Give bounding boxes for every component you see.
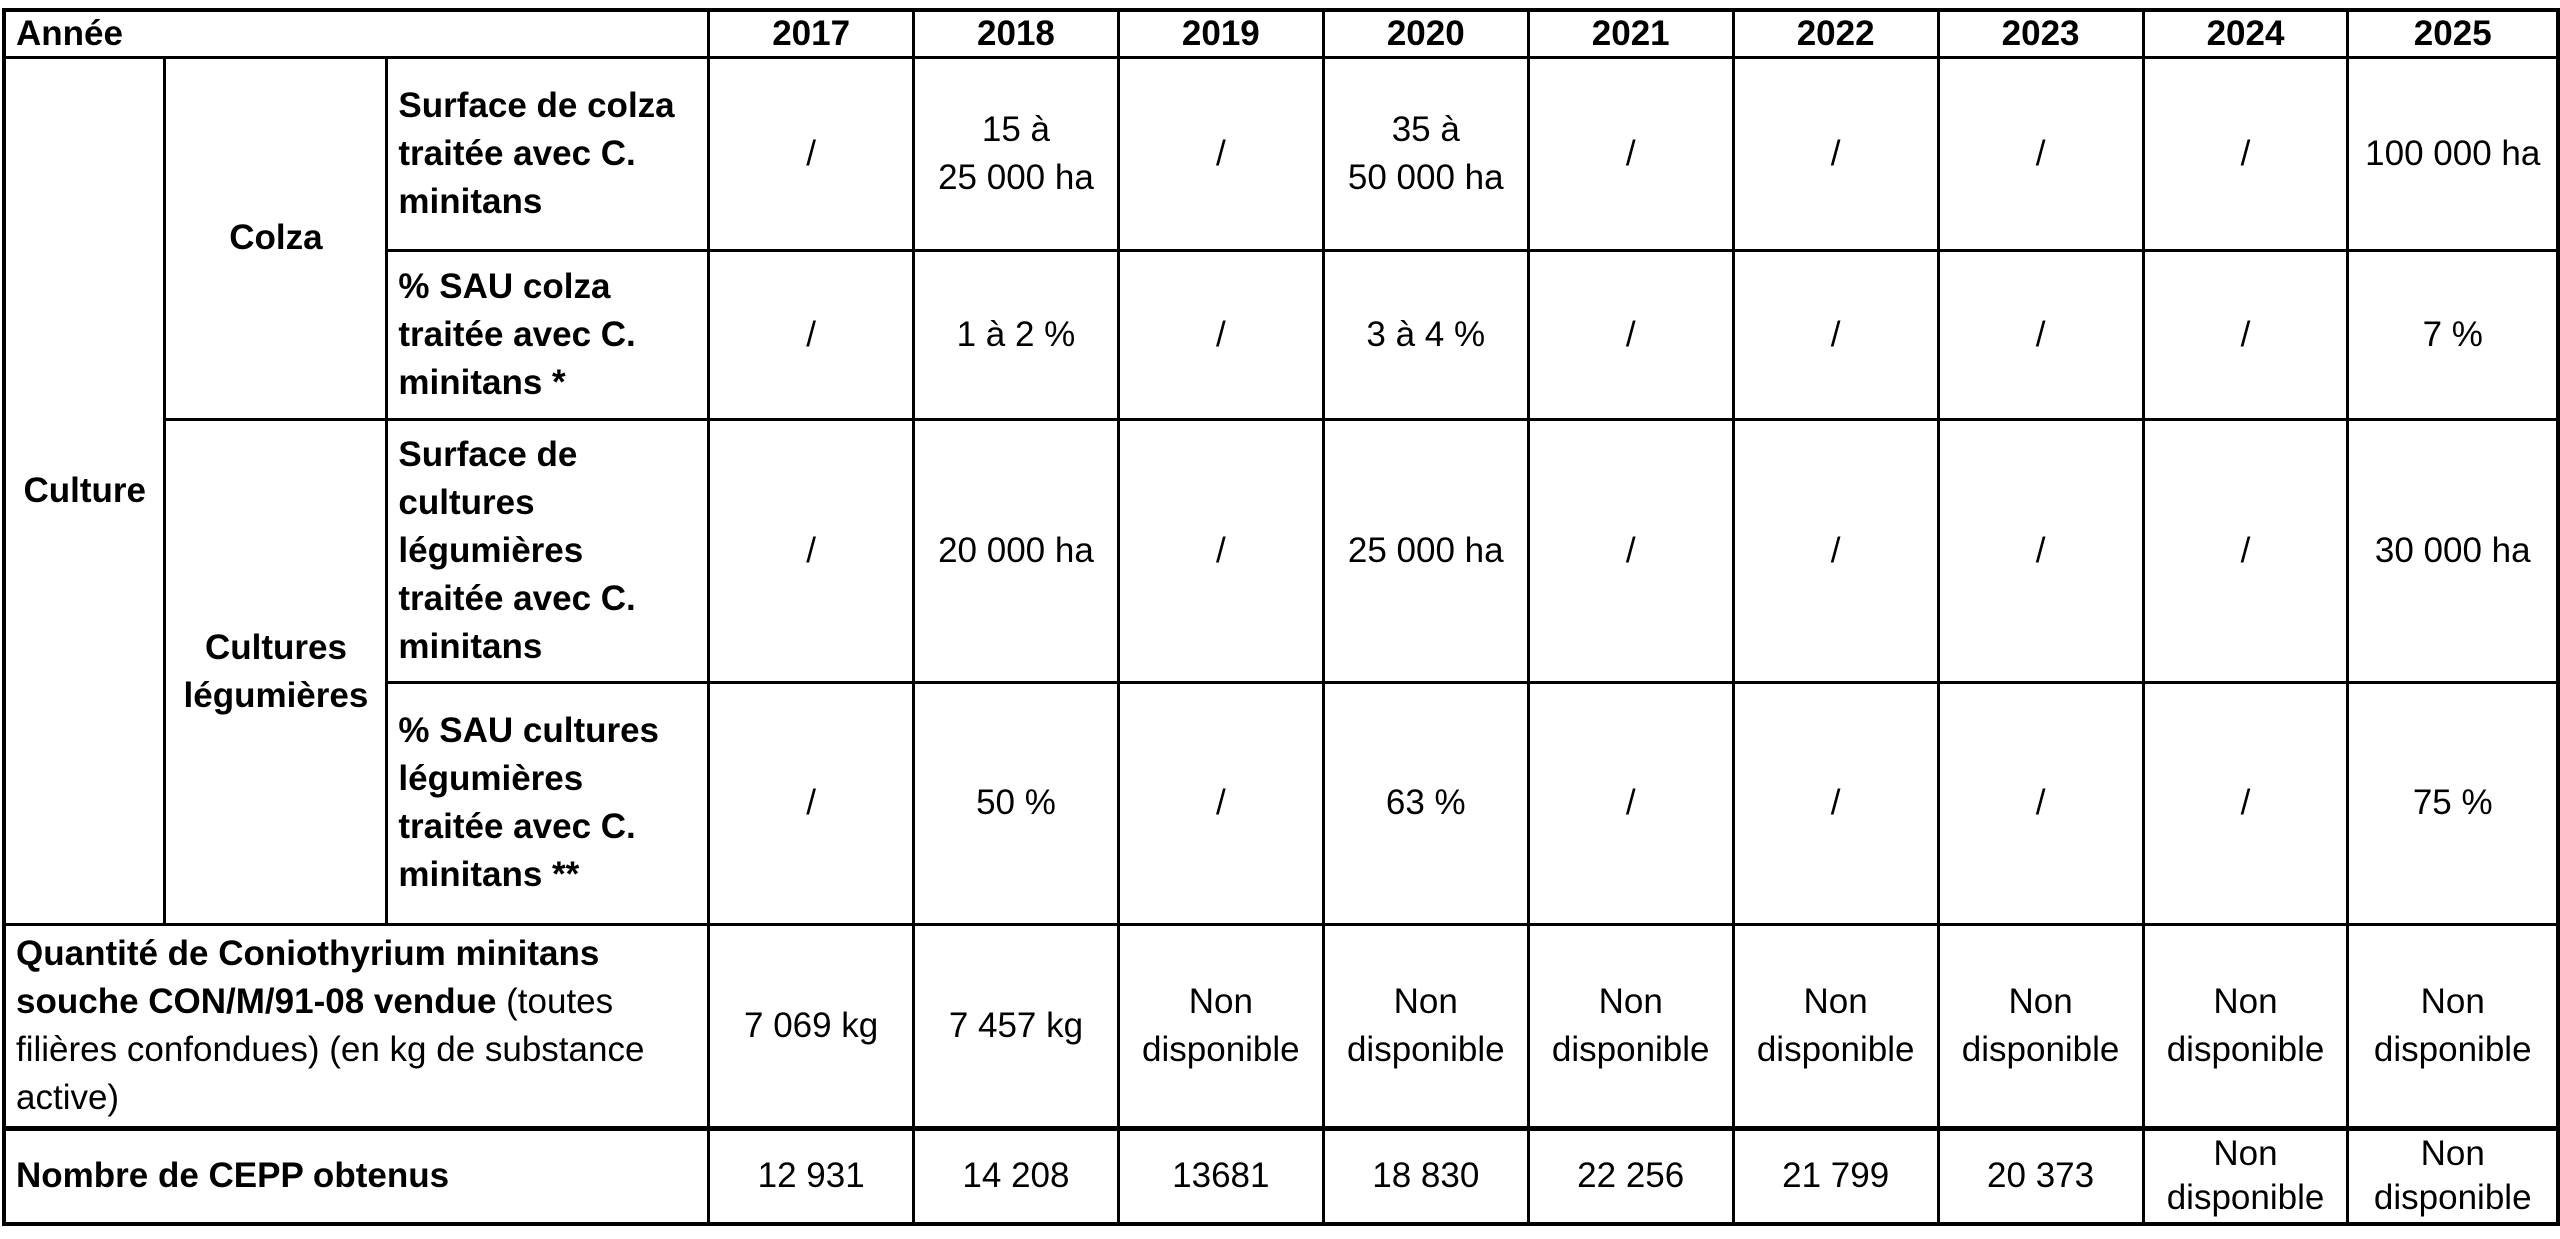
surface-legumieres-2025: 30 000 ha — [2346, 417, 2560, 684]
year-header-2020: 2020 — [1321, 8, 1530, 59]
year-header-2023: 2023 — [1936, 8, 2145, 59]
sau-colza-2017: / — [707, 248, 916, 421]
quantite-2017: 7 069 kg — [707, 922, 916, 1130]
cepp-2018: 14 208 — [912, 1125, 1120, 1226]
cepp-2020: 18 830 — [1321, 1125, 1530, 1226]
quantite-2024: Non disponible — [2141, 922, 2350, 1130]
surface-legumieres-label: Surface de cultures légumières traitée a… — [385, 417, 711, 684]
cepp-2021: 22 256 — [1526, 1125, 1735, 1226]
year-header-2024: 2024 — [2141, 8, 2350, 59]
sau-colza-2025: 7 % — [2346, 248, 2560, 421]
sau-colza-label: % SAU colza traitée avec C. minitans * — [385, 248, 711, 421]
surface-legumieres-2022: / — [1731, 417, 1940, 684]
sau-colza-2022: / — [1731, 248, 1940, 421]
cepp-2025: Non disponible — [2346, 1125, 2560, 1226]
surface-legumieres-2017: / — [707, 417, 916, 684]
cepp-2017: 12 931 — [707, 1125, 916, 1226]
sau-legumieres-2018: 50 % — [912, 680, 1120, 926]
sau-colza-2018: 1 à 2 % — [912, 248, 1120, 421]
sau-legumieres-2022: / — [1731, 680, 1940, 926]
culture-group-label: Culture — [2, 55, 167, 926]
sau-legumieres-2025: 75 % — [2346, 680, 2560, 926]
year-header-2025: 2025 — [2346, 8, 2560, 59]
year-header-row: Année 2017 2018 2019 2020 2021 2022 2023… — [2, 8, 2560, 59]
surface-legumieres-2020: 25 000 ha — [1321, 417, 1530, 684]
sau-colza-2021: / — [1526, 248, 1735, 421]
year-header-2022: 2022 — [1731, 8, 1940, 59]
quantite-2021: Non disponible — [1526, 922, 1735, 1130]
surface-colza-label: Surface de colza traitée avec C. minitan… — [385, 55, 711, 252]
sau-legumieres-2023: / — [1936, 680, 2145, 926]
cepp-2023: 20 373 — [1936, 1125, 2145, 1226]
row-cepp-obtenus: Nombre de CEPP obtenus 12 931 14 208 136… — [2, 1125, 2560, 1226]
year-header-2018: 2018 — [912, 8, 1120, 59]
row-sau-colza: % SAU colza traitée avec C. minitans * /… — [4, 248, 2560, 421]
surface-colza-2023: / — [1936, 55, 2145, 252]
surface-legumieres-2024: / — [2141, 417, 2350, 684]
cepp-obtenus-label: Nombre de CEPP obtenus — [2, 1125, 711, 1226]
surface-colza-2021: / — [1526, 55, 1735, 252]
quantite-2025: Non disponible — [2346, 922, 2560, 1130]
quantite-2020: Non disponible — [1321, 922, 1530, 1130]
sau-legumieres-2024: / — [2141, 680, 2350, 926]
quantite-vendue-label-regular: (toutes filières confondues) (en kg de s… — [16, 981, 645, 1117]
row-surface-legumieres: Cultures légumières Surface de cultures … — [4, 417, 2560, 926]
sau-legumieres-2020: 63 % — [1321, 680, 1530, 926]
surface-legumieres-2019: / — [1116, 417, 1325, 684]
surface-colza-2017: / — [707, 55, 916, 252]
sau-colza-2024: / — [2141, 248, 2350, 421]
surface-colza-2025: 100 000 ha — [2346, 55, 2560, 252]
quantite-2019: Non disponible — [1116, 922, 1325, 1130]
surface-colza-2022: / — [1731, 55, 1940, 252]
surface-legumieres-2023: / — [1936, 417, 2145, 684]
row-sau-legumieres: % SAU cultures légumières traitée avec C… — [4, 680, 2560, 926]
row-quantite-vendue: Quantité de Coniothyrium minitans souche… — [2, 922, 2560, 1130]
quantite-2022: Non disponible — [1731, 922, 1940, 1130]
sau-legumieres-label: % SAU cultures légumières traitée avec C… — [385, 680, 711, 926]
cepp-2019: 13681 — [1116, 1125, 1325, 1226]
quantite-vendue-label-bold: Quantité de Coniothyrium minitans souche… — [16, 933, 600, 1021]
year-header-2021: 2021 — [1526, 8, 1735, 59]
surface-legumieres-2021: / — [1526, 417, 1735, 684]
quantite-2023: Non disponible — [1936, 922, 2145, 1130]
sau-colza-2019: / — [1116, 248, 1325, 421]
sau-colza-2020: 3 à 4 % — [1321, 248, 1530, 421]
cepp-data-table: Année 2017 2018 2019 2020 2021 2022 2023… — [2, 8, 2560, 1226]
surface-colza-2019: / — [1116, 55, 1325, 252]
sau-legumieres-2021: / — [1526, 680, 1735, 926]
year-header-2019: 2019 — [1116, 8, 1325, 59]
colza-group-label: Colza — [163, 55, 389, 421]
sau-colza-2023: / — [1936, 248, 2145, 421]
surface-colza-2020: 35 à 50 000 ha — [1321, 55, 1530, 252]
cepp-2024: Non disponible — [2141, 1125, 2350, 1226]
surface-legumieres-2018: 20 000 ha — [912, 417, 1120, 684]
year-header-2017: 2017 — [707, 8, 916, 59]
surface-colza-2024: / — [2141, 55, 2350, 252]
sau-legumieres-2017: / — [707, 680, 916, 926]
sau-legumieres-2019: / — [1116, 680, 1325, 926]
quantite-2018: 7 457 kg — [912, 922, 1120, 1130]
cepp-2022: 21 799 — [1731, 1125, 1940, 1226]
quantite-vendue-label: Quantité de Coniothyrium minitans souche… — [2, 922, 711, 1130]
year-row-title: Année — [2, 8, 711, 59]
row-surface-colza: Culture Colza Surface de colza traitée a… — [2, 55, 2560, 926]
legumieres-group-label: Cultures légumières — [163, 417, 389, 926]
surface-colza-2018: 15 à 25 000 ha — [912, 55, 1120, 252]
